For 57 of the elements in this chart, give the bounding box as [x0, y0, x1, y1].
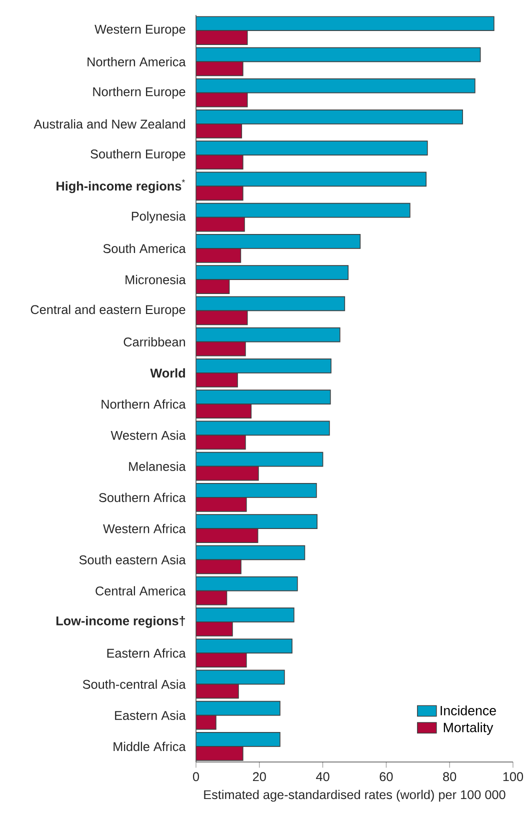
x-tick-label: 80 — [443, 772, 456, 782]
bar — [196, 202, 410, 218]
legend-label: Mortality — [444, 722, 494, 735]
bar — [196, 296, 346, 312]
y-tick-label: Carribbean — [124, 337, 185, 346]
y-tick-label: Northern Europe — [93, 86, 186, 99]
bar — [196, 140, 428, 156]
bar — [196, 638, 292, 654]
bar — [196, 545, 306, 560]
bar — [196, 608, 294, 622]
y-tick-label: High-income regions$^{*}$ — [56, 179, 185, 194]
bar — [196, 110, 463, 124]
legend-label: Incidence — [440, 706, 496, 716]
bar — [196, 452, 324, 467]
y-tick-label: Western Africa — [103, 524, 186, 534]
y-tick-label: South eastern Asia — [79, 555, 186, 564]
bar — [196, 172, 427, 187]
bar — [196, 265, 349, 280]
bar — [196, 732, 280, 747]
x-tick-label: 60 — [380, 772, 393, 782]
y-tick-label: Southern Europe — [90, 149, 186, 161]
y-tick-label: Western Europe — [94, 24, 186, 36]
bar — [196, 390, 331, 404]
x-tick-label: 100 — [503, 772, 524, 782]
y-tick-label: Micronesia — [126, 274, 186, 284]
bar — [196, 234, 361, 249]
bar — [196, 670, 285, 685]
bar — [196, 78, 476, 94]
bar — [196, 576, 298, 592]
bar — [196, 700, 280, 716]
y-tick-label: South America — [103, 244, 186, 254]
bar — [196, 483, 317, 498]
y-tick-label: Low-income regions† — [56, 616, 185, 628]
x-tick-label: 20 — [252, 772, 266, 782]
y-tick-label: Central and eastern Europe — [30, 304, 186, 317]
y-tick-label: Northern America — [88, 57, 186, 66]
bar — [196, 358, 332, 374]
x-tick-label: 40 — [316, 772, 330, 782]
y-tick-label: Central America — [96, 586, 186, 596]
y-tick-label: Eastern Africa — [107, 648, 186, 658]
bar — [196, 47, 481, 62]
y-tick-label: Australia and New Zealand — [34, 119, 185, 129]
y-tick-label: Western Asia — [110, 430, 186, 440]
bar — [196, 514, 318, 529]
y-tick-label: Southern Africa — [99, 492, 186, 502]
y-tick-label: Melanesia — [129, 462, 186, 471]
x-axis-title: Estimated age-standardised rates (world) per 100 000 — [204, 790, 506, 802]
y-tick-label: Northern Africa — [102, 399, 186, 409]
y-tick-label: Eastern Asia — [115, 710, 186, 720]
y-tick-label: World — [150, 368, 185, 378]
bar — [196, 420, 330, 436]
y-tick-label: Polynesia — [132, 211, 186, 224]
x-tick-label: 0 — [192, 772, 200, 782]
y-tick-label: South-central Asia — [82, 680, 186, 689]
bar — [196, 16, 494, 31]
y-tick-label: Middle Africa — [114, 742, 186, 752]
bar — [196, 327, 340, 342]
